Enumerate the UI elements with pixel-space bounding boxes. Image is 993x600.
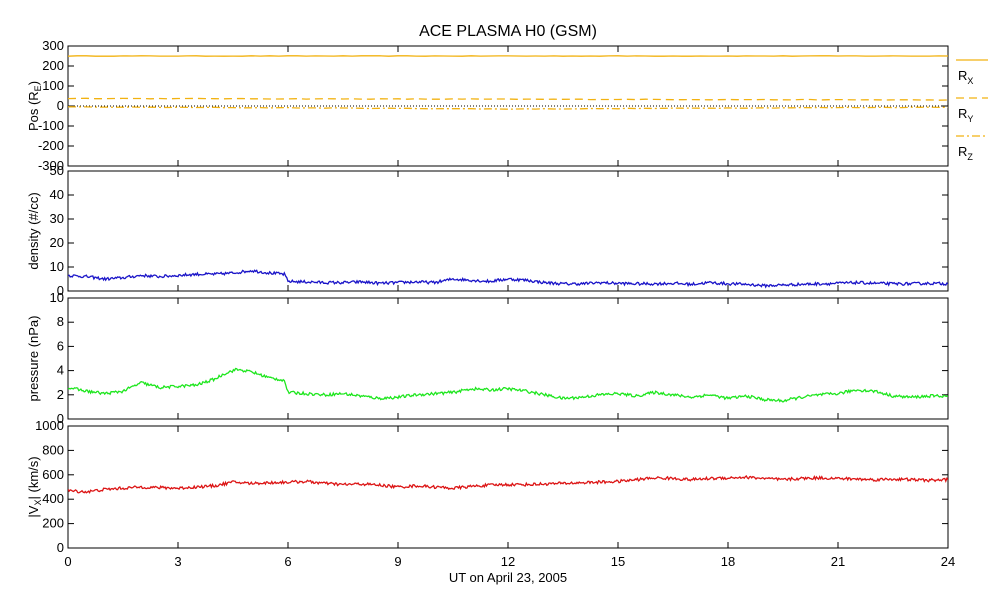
y-axis-label-sub: X [33,500,43,506]
x-tick-label: 15 [611,554,625,569]
y-axis-label-main: density (#/cc) [26,192,41,269]
y-tick-label: 0 [57,98,64,113]
y-tick-label: 1000 [35,418,64,433]
y-axis-label-vx: |VX| (km/s) [26,456,43,517]
legend-label-z: RZ [958,144,973,162]
y-tick-label: -300 [38,158,64,173]
series-group [68,367,948,403]
panel-frame [67,297,949,420]
y-tick-label: 300 [42,38,64,53]
y-tick-label: 10 [50,259,64,274]
y-tick-label: 100 [42,78,64,93]
series-group [68,474,948,494]
x-tick-label: 21 [831,554,845,569]
y-tick-label: 20 [50,235,64,250]
panel-pos: 300 200 100 0 -100 -200 -300 Pos (RE) [26,38,949,173]
chart-title: ACE PLASMA H0 (GSM) [419,23,597,40]
x-tick-label: 24 [941,554,955,569]
y-tick-label: 800 [42,442,64,457]
y-tick-label: 200 [42,516,64,531]
legend-label-main: R [958,144,967,159]
legend-label-sub: Z [967,152,973,162]
y-tick-label: 8 [57,314,64,329]
y-axis-label-main: Pos (R [26,91,41,131]
x-tick-label: 0 [64,554,71,569]
series-line-pos-z [68,106,948,110]
x-tick-label: 12 [501,554,515,569]
series-line-pressure [68,367,948,403]
series-line-density [68,269,948,289]
legend-label-main: R [958,106,967,121]
y-tick-label: 0 [57,540,64,555]
panel-frame [67,170,949,292]
y-tick-label: 6 [57,338,64,353]
legend-label-sub: X [967,76,973,86]
x-tick-label: 18 [721,554,735,569]
x-tick-label: 6 [284,554,291,569]
y-tick-label: 0 [57,411,64,426]
x-axis-label: UT on April 23, 2005 [449,570,567,585]
series-line-vx [68,474,948,494]
y-axis-label-pos: Pos (RE) [26,81,43,131]
y-tick-label: 10 [50,290,64,305]
y-tick-label: -100 [38,118,64,133]
x-tick-label: 3 [174,554,181,569]
x-tick-label: 9 [394,554,401,569]
legend-label-main: R [958,68,967,83]
y-tick-label: 600 [42,467,64,482]
y-tick-label: 4 [57,363,64,378]
y-axis-label-end: ) [26,81,41,85]
panel-density: 50 40 30 20 10 0 density (#/cc) [26,163,949,298]
y-tick-label: 0 [57,283,64,298]
panel-vx: 1000 800 600 400 200 0 |VX| (km/s) 0 3 6 9 12 15 18 21… [26,418,955,569]
series-group [68,55,948,110]
y-axis-label-main: |V [26,505,41,517]
y-axis-label-density: density (#/cc) [26,192,41,269]
y-tick-label: 200 [42,58,64,73]
y-tick-label: -200 [38,138,64,153]
y-tick-label: 40 [50,187,64,202]
y-axis-label-sub: E [33,85,43,91]
y-axis-label-main: pressure (nPa) [26,316,41,402]
panel-pressure: 10 8 6 4 2 0 pressure (nPa) [26,290,949,426]
series-group [68,269,948,289]
y-tick-label: 30 [50,211,64,226]
y-axis-label-pressure: pressure (nPa) [26,316,41,402]
legend-label-sub: Y [967,114,973,124]
legend-label-y: RY [958,106,973,124]
y-axis-label-end: | (km/s) [26,456,41,499]
y-tick-label: 400 [42,491,64,506]
y-tick-label: 2 [57,387,64,402]
y-tick-label: 50 [50,163,64,178]
legend-label-x: RX [958,68,973,86]
series-line-pos-y [68,97,948,101]
